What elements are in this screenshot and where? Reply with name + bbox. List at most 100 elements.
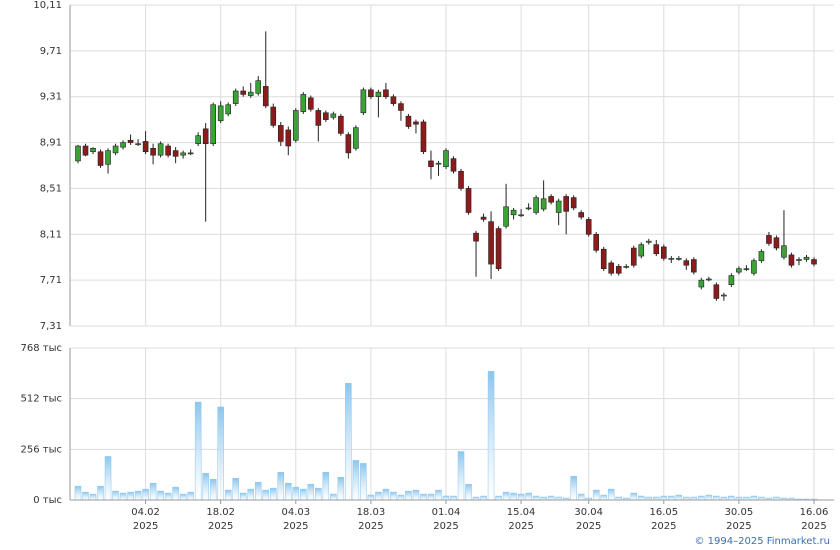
footer-link[interactable]: © 1994–2025 Finmarket.ru [694, 536, 830, 547]
volume-bar [285, 482, 292, 501]
candle-body [645, 240, 652, 243]
candle-body [187, 152, 194, 155]
y-tick-label: 9,71 [40, 46, 62, 57]
volume-bar [247, 488, 254, 501]
candle-body [195, 135, 201, 145]
y-tick-label: 0 тыс [33, 495, 62, 506]
x-tick-year: 2025 [358, 521, 383, 532]
candle-body [375, 91, 382, 98]
candle-body [97, 151, 104, 166]
candle-body [308, 97, 314, 110]
volume-bar [517, 493, 525, 501]
candle-body [600, 248, 607, 269]
volume-bar [202, 473, 209, 501]
candle-body [480, 216, 487, 220]
volume-bar [352, 460, 360, 501]
candle-body [345, 134, 352, 154]
volume-bar [134, 490, 142, 501]
candle-body [165, 145, 171, 156]
y-tick-label: 7,31 [40, 321, 62, 332]
volume-bar [698, 495, 705, 501]
volume-bar [157, 490, 164, 501]
volume-bar [577, 493, 585, 501]
candle-body [766, 235, 772, 244]
candle-body [585, 219, 592, 235]
volume-bar [592, 489, 600, 501]
candle-body [758, 251, 765, 261]
candle-body [465, 188, 472, 213]
volume-bar [487, 371, 495, 501]
candle-body [796, 259, 802, 261]
candle-body [691, 259, 697, 273]
candle-body [630, 247, 637, 266]
candle-body [90, 148, 96, 153]
x-tick-label: 04.03 [281, 507, 310, 518]
candle-body [548, 196, 554, 203]
candle-body [435, 162, 442, 165]
candle-body [390, 96, 397, 104]
volume-bar [375, 491, 382, 501]
x-tick-label: 18.02 [206, 507, 235, 518]
candle-body [142, 141, 149, 153]
candle-body [428, 160, 434, 167]
volume-bar [217, 406, 224, 501]
candle-body [473, 232, 479, 242]
candle-body [157, 143, 164, 156]
candle-body [112, 145, 119, 154]
x-tick-label: 18.03 [357, 507, 386, 518]
candle-body [172, 150, 179, 157]
y-tick-label: 8,51 [40, 183, 62, 194]
volume-bar [82, 491, 89, 501]
volume-bar [142, 488, 149, 501]
volume-bar [607, 488, 615, 501]
candle-body [578, 212, 584, 218]
volume-bar [728, 495, 735, 501]
candle-body [773, 237, 780, 249]
candle-body [135, 143, 141, 146]
candle-body [803, 256, 810, 260]
y-tick-label: 768 тыс [21, 343, 62, 354]
volume-bar [675, 494, 683, 501]
candle-body [105, 150, 111, 165]
volume-bar [232, 477, 239, 501]
volume-bar [660, 495, 668, 501]
volume-bar [705, 494, 713, 501]
candle-body [788, 254, 795, 266]
volume-bar [330, 493, 337, 501]
volume-bar [277, 472, 285, 501]
volume-bar [405, 490, 412, 501]
x-tick-label: 01.04 [432, 507, 461, 518]
candle-body [330, 113, 337, 118]
y-tick-label: 9,31 [40, 92, 62, 103]
volume-bar [465, 483, 472, 501]
volume-bar [420, 493, 427, 501]
volume-bar [638, 495, 645, 501]
volume-bar [547, 495, 555, 501]
candle-body [443, 150, 449, 167]
x-tick-year: 2025 [508, 521, 533, 532]
volume-bar [457, 451, 465, 501]
candle-body [668, 258, 675, 260]
y-tick-label: 8,11 [40, 229, 62, 240]
candle-body [653, 244, 660, 255]
volume-bar [442, 495, 450, 501]
candle-body [555, 200, 562, 213]
candle-body [608, 262, 615, 274]
volume-bar [224, 489, 232, 501]
x-tick-year: 2025 [651, 521, 676, 532]
x-tick-year: 2025 [433, 521, 458, 532]
candle-body [525, 207, 532, 210]
candle-body [247, 91, 254, 96]
candle-body [570, 197, 577, 209]
candle-body [413, 121, 419, 125]
volume-bar [337, 476, 345, 501]
x-tick-year: 2025 [576, 521, 601, 532]
volume-bar [495, 495, 502, 501]
volume-bar [570, 476, 577, 501]
candle-body [540, 198, 547, 210]
candle-body [338, 115, 344, 134]
candle-body [458, 170, 464, 189]
volume-bar [435, 489, 442, 501]
volume-bar [292, 486, 300, 501]
